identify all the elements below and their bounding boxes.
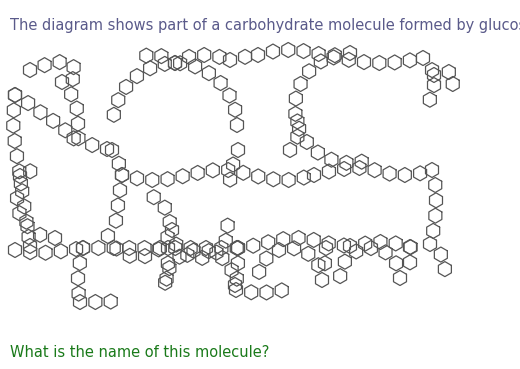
Text: The diagram shows part of a carbohydrate molecule formed by glucose.: The diagram shows part of a carbohydrate…: [10, 18, 520, 33]
Text: What is the name of this molecule?: What is the name of this molecule?: [10, 345, 269, 360]
